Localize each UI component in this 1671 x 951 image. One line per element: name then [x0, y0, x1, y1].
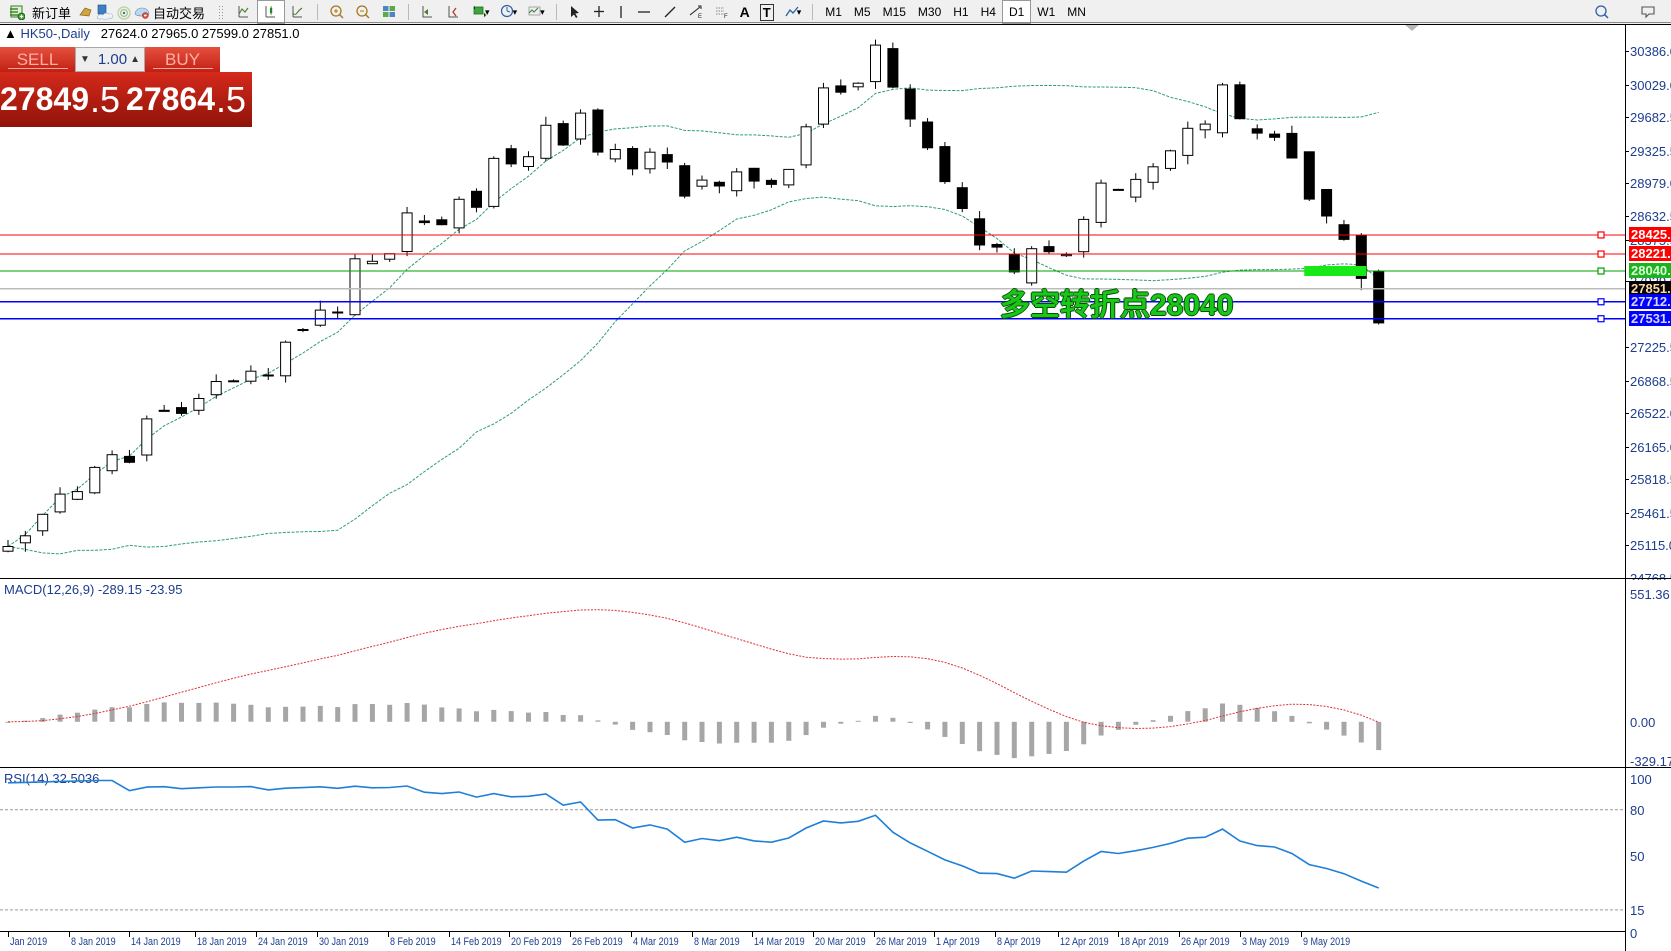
svg-text:E: E	[698, 14, 702, 20]
svg-text:F: F	[724, 14, 728, 20]
